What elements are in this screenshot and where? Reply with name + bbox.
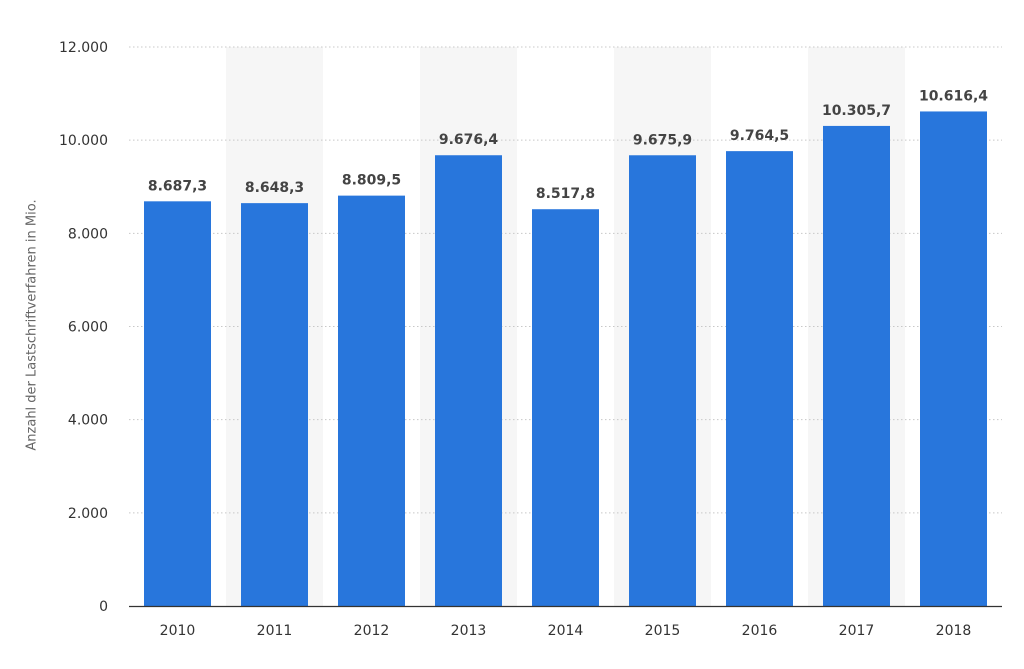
x-axis-tick-labels: 2010 2011 2012 2013 2014 2015 2016 2017 2018: [160, 623, 972, 639]
value-label: 8.687,3: [148, 178, 207, 194]
bar[interactable]: [338, 195, 405, 606]
bars: [144, 111, 987, 607]
bar[interactable]: [920, 111, 987, 606]
value-label: 8.809,5: [342, 173, 401, 189]
y-tick-label: 2.000: [68, 506, 108, 522]
bar[interactable]: [241, 203, 308, 606]
value-labels: 8.687,3 8.648,3 8.809,5 9.676,4 8.517,8 9.675…: [148, 88, 988, 202]
x-tick-label: 2012: [354, 623, 390, 639]
x-tick-label: 2016: [742, 623, 778, 639]
bar[interactable]: [144, 201, 211, 607]
x-tick-label: 2013: [451, 623, 487, 639]
bar[interactable]: [726, 151, 793, 607]
y-axis-label: Anzahl der Lastschriftverfahren in Mio.: [24, 199, 40, 451]
bar[interactable]: [435, 155, 502, 606]
value-label: 10.305,7: [822, 103, 891, 119]
x-tick-label: 2014: [548, 623, 584, 639]
x-tick-label: 2017: [839, 623, 875, 639]
bar[interactable]: [629, 155, 696, 606]
y-axis-tick-labels: 0 2.000 4.000 6.000 8.000 10.000 12.000: [59, 40, 108, 615]
value-label: 9.676,4: [439, 132, 499, 148]
x-tick-label: 2010: [160, 623, 196, 639]
y-tick-label: 10.000: [59, 133, 108, 149]
bar[interactable]: [823, 125, 890, 606]
value-label: 8.517,8: [536, 186, 595, 202]
y-tick-label: 12.000: [59, 40, 108, 56]
x-tick-label: 2018: [936, 623, 972, 639]
y-tick-label: 6.000: [68, 320, 108, 336]
value-label: 8.648,3: [245, 180, 304, 196]
y-tick-label: 8.000: [68, 226, 108, 242]
y-tick-label: 0: [99, 599, 108, 615]
y-tick-label: 4.000: [68, 413, 108, 429]
x-tick-label: 2011: [257, 623, 293, 639]
value-label: 10.616,4: [919, 88, 988, 104]
x-tick-label: 2015: [645, 623, 681, 639]
bar[interactable]: [532, 209, 599, 607]
value-label: 9.675,9: [633, 132, 692, 148]
value-label: 9.764,5: [730, 128, 789, 144]
